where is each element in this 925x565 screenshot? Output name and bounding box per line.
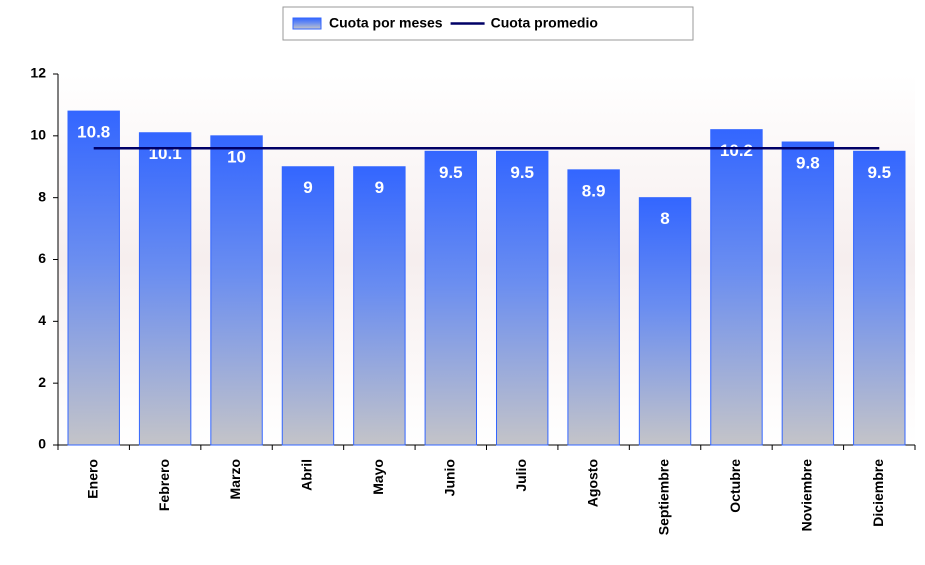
x-tick-label: Julio [513, 459, 529, 492]
legend-label: Cuota promedio [491, 15, 598, 31]
bar [567, 169, 620, 446]
value-label: 8.9 [582, 181, 606, 200]
x-tick-label: Febrero [156, 459, 172, 511]
bar [424, 150, 478, 446]
legend-label: Cuota por meses [329, 15, 443, 31]
plot-area [58, 74, 915, 445]
bar [710, 129, 763, 446]
bar [495, 150, 549, 446]
x-tick-label: Octubre [727, 459, 743, 513]
value-label: 9.5 [867, 163, 891, 182]
x-tick-label: Diciembre [870, 459, 886, 527]
y-tick-label: 0 [38, 436, 46, 452]
value-label: 10.8 [77, 123, 110, 142]
bar [210, 135, 263, 446]
y-tick-label: 4 [38, 312, 46, 328]
x-tick-label: Noviembre [799, 459, 815, 532]
x-tick-label: Enero [84, 459, 100, 499]
value-label: 8 [660, 209, 669, 228]
x-tick-label: Agosto [584, 459, 600, 507]
bar [781, 141, 835, 446]
x-tick-label: Marzo [227, 459, 243, 499]
y-tick-label: 2 [38, 374, 46, 390]
bar [353, 166, 406, 446]
value-label: 9 [303, 178, 312, 197]
value-label: 9 [375, 178, 384, 197]
value-label: 10.2 [720, 141, 753, 160]
legend: Cuota por meses Cuota promedio [282, 6, 694, 41]
bar [138, 132, 192, 446]
x-tick-label: Junio [441, 459, 457, 496]
value-label: 9.8 [796, 154, 820, 173]
legend-box [282, 6, 694, 41]
y-tick-label: 8 [38, 188, 46, 204]
x-tick-label: Septiembre [656, 459, 672, 535]
x-tick-label: Mayo [370, 459, 386, 495]
legend-swatch [292, 17, 322, 30]
value-label: 9.5 [439, 163, 463, 182]
x-tick-label: Abril [299, 459, 315, 491]
bar [67, 110, 120, 446]
y-tick-label: 12 [30, 65, 46, 81]
y-tick-label: 10 [30, 127, 46, 143]
value-label: 10 [227, 147, 246, 166]
bar [281, 166, 335, 446]
bar [853, 150, 906, 446]
y-tick-label: 6 [38, 250, 46, 266]
bar [638, 197, 692, 446]
value-label: 9.5 [510, 163, 534, 182]
